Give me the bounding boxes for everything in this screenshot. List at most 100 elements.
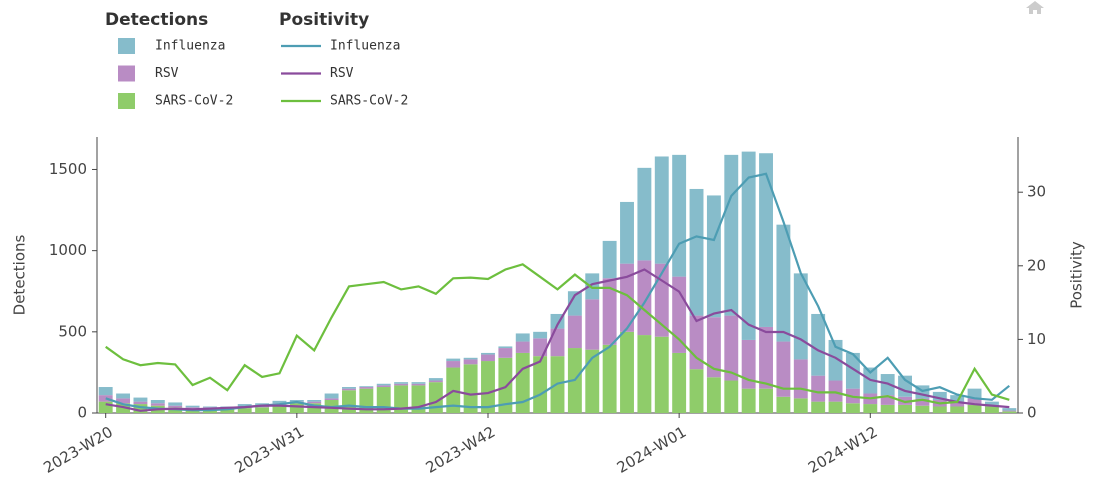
y2-tick-label: 10 bbox=[1027, 330, 1046, 348]
bar bbox=[759, 153, 773, 327]
legend-label: SARS-CoV-2 bbox=[155, 94, 233, 109]
bar bbox=[950, 406, 965, 413]
bar bbox=[133, 404, 148, 413]
bar bbox=[724, 380, 739, 413]
bar bbox=[637, 260, 652, 336]
bar bbox=[776, 224, 791, 342]
bar bbox=[533, 356, 548, 413]
bar bbox=[394, 383, 409, 386]
bar bbox=[741, 388, 756, 413]
bar bbox=[689, 315, 704, 370]
bar bbox=[845, 352, 860, 389]
bar bbox=[255, 403, 270, 406]
bar bbox=[706, 195, 721, 318]
bar bbox=[585, 299, 600, 350]
bar bbox=[793, 359, 808, 399]
y2-tick-label: 30 bbox=[1027, 183, 1046, 201]
legend-title: Positivity bbox=[279, 10, 369, 30]
bar bbox=[481, 361, 495, 413]
bar bbox=[342, 390, 356, 413]
bar bbox=[463, 357, 478, 360]
bar bbox=[237, 408, 252, 413]
bar bbox=[116, 398, 131, 404]
y2-axis-label: Positivity bbox=[1068, 241, 1086, 309]
bar bbox=[255, 407, 270, 413]
bar bbox=[689, 188, 704, 316]
bar bbox=[1002, 408, 1017, 411]
bar bbox=[602, 344, 617, 413]
bar bbox=[602, 278, 617, 345]
bar bbox=[915, 398, 930, 406]
bar bbox=[463, 364, 478, 413]
legend-swatch bbox=[118, 65, 135, 82]
bar bbox=[828, 401, 843, 413]
bar bbox=[689, 369, 704, 413]
bar bbox=[481, 352, 495, 355]
bar bbox=[98, 401, 113, 413]
bar bbox=[550, 328, 565, 357]
bar bbox=[672, 154, 687, 277]
legend-swatch bbox=[118, 93, 135, 109]
bar bbox=[481, 354, 495, 362]
bar bbox=[950, 395, 965, 402]
legend-title: Detections bbox=[105, 10, 208, 30]
y2-tick-label: 0 bbox=[1027, 404, 1037, 422]
bar bbox=[515, 352, 530, 413]
legend-label: SARS-CoV-2 bbox=[330, 94, 408, 109]
legend-label: Influenza bbox=[330, 39, 400, 54]
bar bbox=[289, 403, 304, 413]
legend-label: Influenza bbox=[155, 39, 225, 54]
bar bbox=[828, 339, 843, 381]
bar bbox=[811, 313, 826, 376]
bar bbox=[724, 315, 739, 381]
bar bbox=[498, 346, 513, 349]
bar bbox=[359, 387, 374, 389]
bar bbox=[776, 341, 791, 397]
bar bbox=[515, 341, 530, 353]
bar bbox=[759, 388, 773, 413]
bar bbox=[411, 383, 426, 386]
home-icon[interactable] bbox=[1026, 1, 1044, 14]
bar bbox=[342, 388, 356, 391]
y-tick-label: 1500 bbox=[49, 160, 87, 178]
bar bbox=[654, 156, 669, 264]
x-tick-label: 2023-W20 bbox=[40, 423, 116, 477]
bar bbox=[133, 401, 148, 405]
bar bbox=[811, 375, 826, 402]
bar bbox=[150, 403, 165, 406]
bar bbox=[98, 387, 113, 396]
bar bbox=[845, 403, 860, 413]
bar bbox=[567, 291, 582, 316]
bar bbox=[150, 400, 165, 404]
y-tick-label: 1000 bbox=[49, 241, 87, 259]
bar bbox=[133, 397, 148, 402]
bar bbox=[932, 391, 947, 401]
bar bbox=[203, 406, 217, 408]
bar bbox=[289, 400, 304, 402]
bar bbox=[620, 201, 634, 264]
x-tick-label: 2024-W01 bbox=[614, 423, 690, 477]
bar bbox=[967, 388, 982, 399]
bar bbox=[307, 400, 322, 402]
x-tick-label: 2023-W31 bbox=[231, 423, 307, 477]
bar bbox=[567, 315, 582, 349]
bar bbox=[950, 401, 965, 407]
bar bbox=[637, 335, 652, 413]
bar bbox=[620, 263, 634, 332]
bar bbox=[585, 349, 600, 413]
bar bbox=[741, 339, 756, 389]
bar bbox=[863, 404, 878, 413]
bar bbox=[428, 382, 443, 413]
bar bbox=[533, 331, 548, 339]
bar bbox=[324, 393, 339, 399]
bar bbox=[724, 154, 739, 316]
bar bbox=[706, 377, 721, 413]
bar bbox=[515, 333, 530, 342]
bar bbox=[446, 361, 461, 368]
bar bbox=[932, 406, 947, 413]
home-icon-shape[interactable] bbox=[1026, 1, 1044, 14]
bar bbox=[637, 167, 652, 261]
legend-label: RSV bbox=[330, 66, 354, 81]
bar bbox=[307, 401, 322, 404]
bar bbox=[272, 404, 287, 413]
